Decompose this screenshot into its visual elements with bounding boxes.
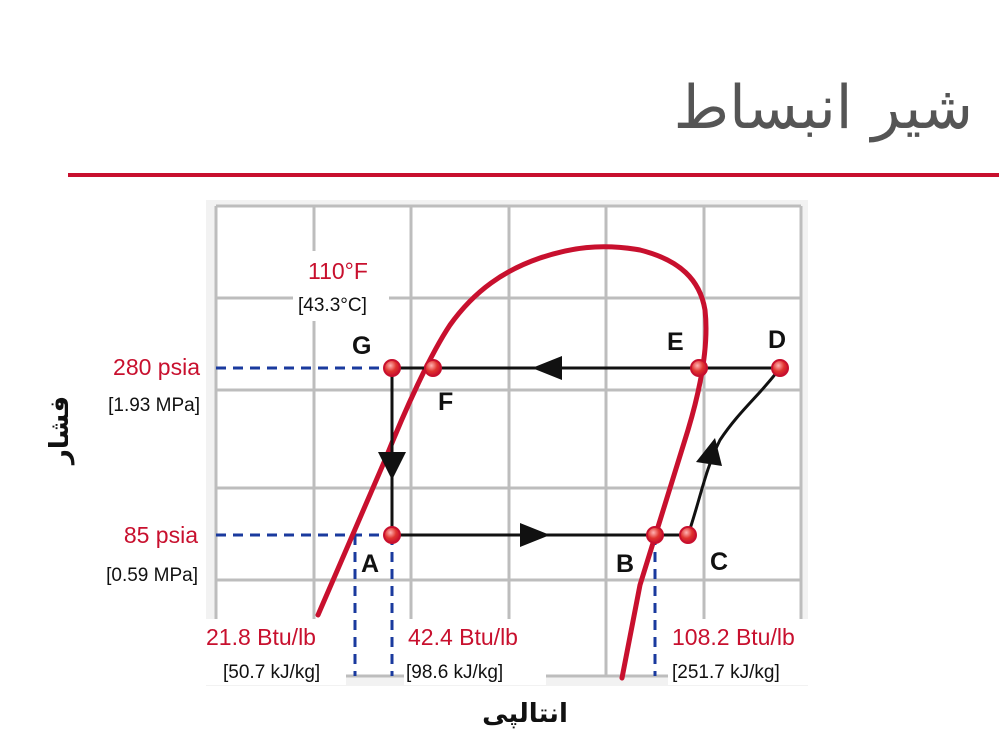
point-label-c: C (710, 548, 728, 576)
y-axis-title: فشار (45, 396, 75, 466)
point-f-marker (424, 359, 442, 377)
point-e-marker (690, 359, 708, 377)
point-label-b: B (616, 550, 634, 578)
arrow-down-icon (378, 452, 406, 480)
temperature-si: [43.3°C] (298, 295, 367, 316)
point-label-e: E (667, 328, 684, 356)
enthalpy-3-si: [251.7 kJ/kg] (672, 662, 780, 683)
enthalpy-1-value: 21.8 Btu/lb (206, 624, 316, 650)
pressure-high-value: 280 psia (113, 354, 200, 380)
enthalpy-label-bg-1 (204, 619, 346, 685)
enthalpy-1-si: [50.7 kJ/kg] (223, 662, 320, 683)
title-divider (68, 173, 999, 177)
point-label-a: A (361, 550, 379, 578)
slide-title: شیر انبساط (673, 73, 973, 143)
pressure-low-si: [0.59 MPa] (106, 565, 198, 586)
enthalpy-2-si: [98.6 kJ/kg] (406, 662, 503, 683)
enthalpy-label-bg-3 (668, 619, 824, 685)
compression-curve (686, 367, 782, 536)
arrow-up-icon (696, 438, 722, 466)
reference-lines (216, 366, 657, 676)
pressure-high-si: [1.93 MPa] (108, 395, 200, 416)
x-axis-title: انتالپی (482, 699, 568, 729)
point-d-marker (771, 359, 789, 377)
point-c-marker (679, 526, 697, 544)
enthalpy-3-value: 108.2 Btu/lb (672, 624, 795, 650)
point-label-g: G (352, 332, 371, 360)
arrow-left-icon (532, 356, 562, 380)
arrow-right-icon (520, 523, 550, 547)
flow-arrows (378, 356, 722, 547)
enthalpy-2-value: 42.4 Btu/lb (408, 624, 518, 650)
pressure-low-value: 85 psia (124, 522, 198, 548)
point-a-marker (383, 526, 401, 544)
point-b-marker (646, 526, 664, 544)
state-points (383, 359, 789, 544)
point-label-d: D (768, 326, 786, 354)
saturation-curve (315, 244, 709, 681)
enthalpy-label-bg-2 (404, 619, 546, 685)
point-label-f: F (438, 388, 453, 416)
temperature-label-bg (293, 251, 389, 321)
point-g-marker (383, 359, 401, 377)
temperature-value: 110°F (308, 258, 368, 284)
